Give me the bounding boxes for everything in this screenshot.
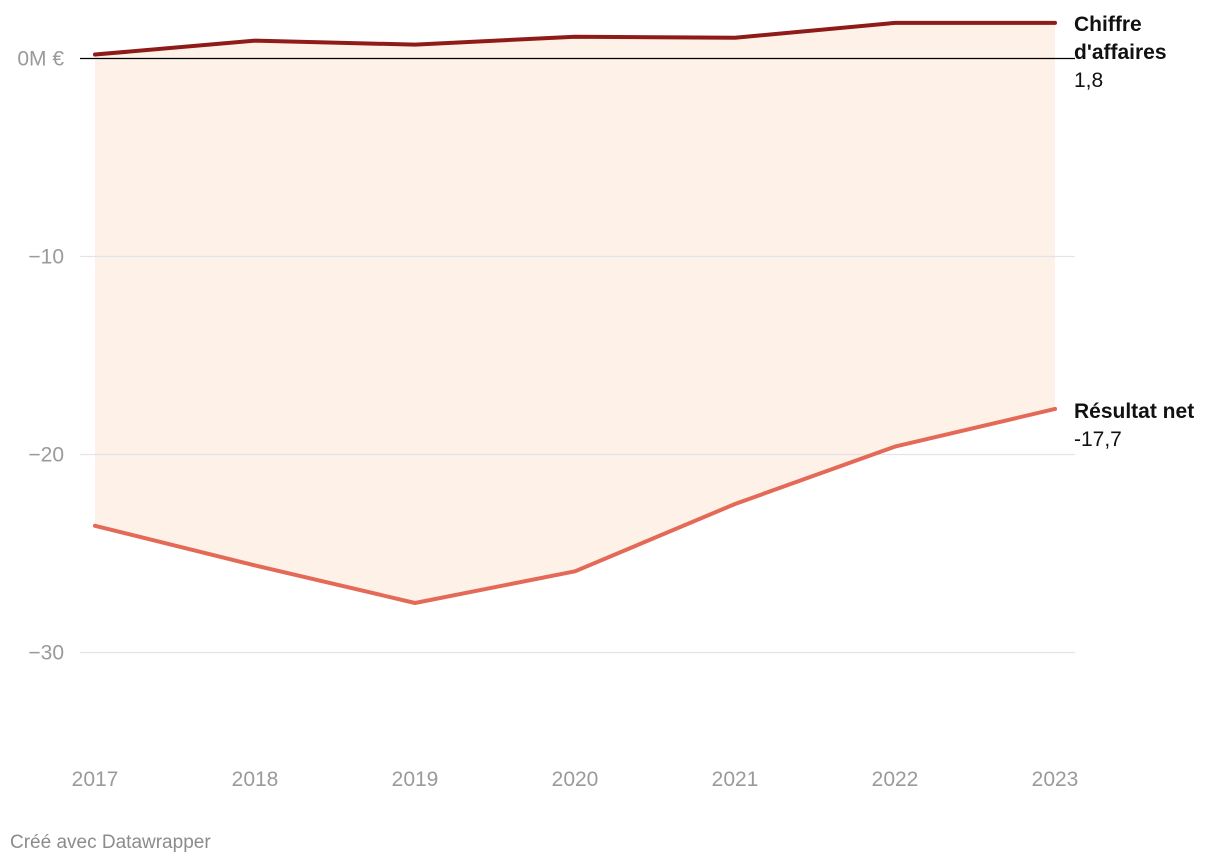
x-tick-label: 2019	[392, 768, 439, 791]
area-band	[95, 22, 1055, 604]
series-label: d'affaires	[1074, 41, 1167, 64]
series-line	[93, 20, 1057, 57]
x-tick-label: 2023	[1032, 768, 1079, 791]
x-tick-label: 2021	[712, 768, 759, 791]
series-end-value: 1,8	[1074, 69, 1103, 92]
series-end-value: -17,7	[1074, 428, 1122, 451]
series-line	[93, 406, 1057, 605]
x-tick-label: 2018	[232, 768, 279, 791]
series-label: Résultat net	[1074, 400, 1194, 423]
y-tick-label: −30	[28, 642, 64, 665]
y-tick-label: −20	[28, 444, 64, 467]
series-label: Chiffre	[1074, 13, 1142, 36]
y-tick-label: 0M €	[17, 48, 64, 71]
y-tick-label: −10	[28, 246, 64, 269]
x-tick-label: 2017	[72, 768, 119, 791]
x-tick-label: 2022	[872, 768, 919, 791]
x-tick-label: 2020	[552, 768, 599, 791]
credit-text: Créé avec Datawrapper	[10, 832, 211, 853]
